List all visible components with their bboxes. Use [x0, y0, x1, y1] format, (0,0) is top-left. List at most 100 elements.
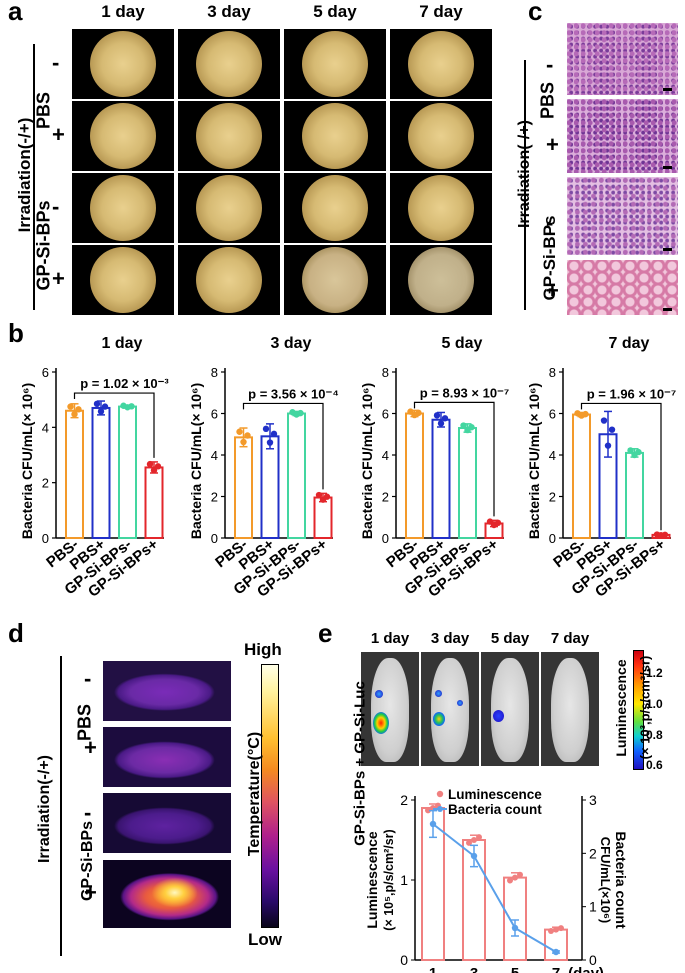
data-point [661, 531, 669, 538]
y-axis-label: Bacteria CFU/mL(× 10⁶) [359, 383, 375, 539]
data-point [236, 428, 243, 435]
panel-c-group-label: Irradiation(-/+) [516, 120, 533, 229]
panel-c-label: c [528, 0, 543, 26]
culture-plate-photo [72, 173, 174, 243]
y-tick-label: 6 [382, 407, 389, 422]
data-point [128, 403, 135, 410]
petri-dish [302, 103, 368, 169]
y-tick-label: 6 [211, 407, 218, 422]
petri-dish [302, 31, 368, 97]
bar [405, 412, 424, 539]
group-label: PBS [74, 704, 95, 742]
luminescence-signal [375, 690, 383, 698]
data-point [600, 417, 608, 424]
histology-image [567, 260, 678, 315]
luminescence-bar [544, 928, 568, 962]
panel-c-group-bar [524, 60, 526, 310]
bar [458, 427, 477, 539]
p-value-annotation: p = 8.93 × 10⁻⁷ [420, 385, 510, 400]
day-header: 3 day [430, 630, 470, 647]
bacteria-count-point [470, 852, 478, 860]
colorbar-tick-label: 1.2 [646, 666, 663, 680]
luminescence-point [548, 928, 554, 935]
bar [118, 405, 137, 540]
panel-e-label: e [318, 618, 333, 648]
y-tick-label: 2 [549, 490, 556, 505]
bar [260, 435, 280, 539]
day-header: 7 day [419, 2, 463, 21]
significance-bracket [73, 392, 155, 458]
colorbar-tick-label: 0.6 [646, 758, 663, 772]
data-point [71, 410, 78, 418]
data-point [315, 491, 323, 499]
data-point [323, 493, 331, 500]
x-tick-label: 1 [429, 965, 437, 973]
y-tick-label: 8 [382, 365, 389, 380]
data-point [97, 408, 105, 415]
irradiation-sign: + [52, 122, 65, 147]
culture-plate-photo [72, 29, 174, 99]
y-tick-label: 4 [211, 448, 218, 463]
panel-b-label: b [8, 318, 24, 348]
chart-title: 5 day [442, 335, 483, 352]
y-tick-label: 2 [211, 490, 218, 505]
mouse-body [371, 658, 409, 762]
bioluminescence-mouse-image [541, 652, 599, 766]
legend-marker-bacteria-dot [437, 806, 443, 812]
irradiation-sign: - [52, 50, 60, 75]
day-header: 7 day [550, 630, 590, 647]
luminescence-point [553, 926, 559, 933]
colorbar-low-label: Low [248, 930, 282, 949]
petri-dish [196, 31, 262, 97]
y2-tick-label: 3 [589, 792, 597, 808]
y2-tick-label: 1 [589, 899, 597, 915]
petri-dish [90, 103, 156, 169]
luminescence-bar [503, 876, 527, 961]
p-value-annotation: p = 1.02 × 10⁻³ [80, 376, 169, 391]
culture-plate-photo [284, 29, 386, 99]
luminescence-point [558, 925, 564, 932]
panel-d-group-label: Irradiation(-/+) [36, 755, 53, 864]
bar [572, 413, 591, 539]
data-point [635, 448, 642, 456]
chart-title: 7 day [609, 335, 650, 352]
data-point [415, 409, 422, 417]
bar [287, 412, 306, 539]
petri-dish [302, 247, 368, 313]
data-point [146, 460, 154, 468]
y2-tick-label: 2 [589, 845, 597, 861]
petri-dish [90, 31, 156, 97]
day-header: 1 day [370, 630, 410, 647]
histology-image [567, 23, 678, 95]
legend-marker-luminescence [436, 790, 444, 798]
data-point [437, 420, 445, 427]
bar [91, 406, 111, 540]
petri-dish [196, 247, 262, 313]
y-tick-label: 2 [400, 792, 408, 808]
panel-a-label: a [8, 0, 23, 26]
chart-title: 1 day [102, 335, 143, 352]
thermal-mouse-image [103, 793, 231, 853]
bar [313, 496, 333, 540]
culture-plate-photo [284, 101, 386, 171]
culture-plate-photo [72, 245, 174, 315]
data-point [468, 423, 475, 431]
irradiation-sign: + [84, 880, 97, 905]
irradiation-sign: + [546, 278, 559, 303]
histology-image [567, 177, 678, 255]
bacteria-count-line [432, 823, 557, 953]
data-point [75, 406, 82, 413]
petri-dish [90, 247, 156, 313]
luminescence-signal [373, 712, 389, 734]
y-tick-label: 6 [42, 365, 49, 380]
mouse-body [431, 658, 469, 762]
petri-dish [90, 175, 156, 241]
thermal-mouse-image [103, 860, 231, 928]
data-point [460, 422, 467, 429]
bar [431, 418, 451, 539]
culture-plate-photo [284, 245, 386, 315]
